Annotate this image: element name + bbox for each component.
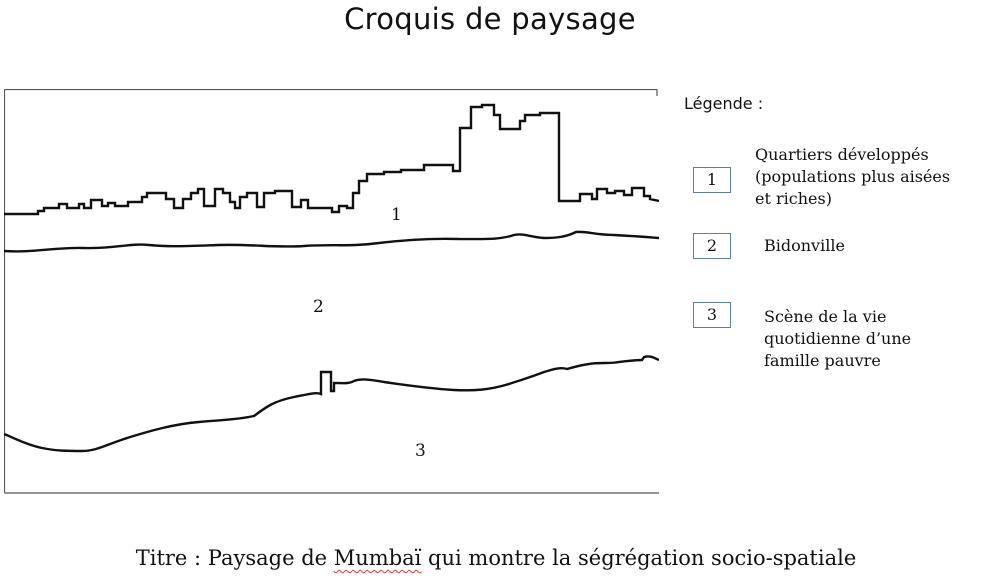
landscape-sketch: 1 2 3 bbox=[4, 89, 659, 494]
legend-item-2-label: Bidonville bbox=[764, 236, 845, 255]
zone-3-number: 3 bbox=[415, 441, 426, 461]
zone-2-number: 2 bbox=[313, 297, 324, 317]
legend-item-3-label: Scène de la vie quotidienne d’une famill… bbox=[764, 307, 912, 370]
legend-item-1-number: 1 bbox=[693, 167, 731, 193]
caption-flagged-word: Mumbaï bbox=[333, 546, 422, 570]
figure-caption: Titre : Paysage de Mumbaï qui montre la … bbox=[0, 546, 992, 570]
legend-item-2-number: 2 bbox=[693, 233, 731, 259]
legend-item-1-label: Quartiers développés (populations plus a… bbox=[755, 145, 951, 208]
caption-text-after: qui montre la ségrégation socio-spatiale bbox=[421, 546, 857, 570]
zone-1-number: 1 bbox=[391, 205, 402, 225]
page-title: Croquis de paysage bbox=[344, 2, 636, 36]
skyline-outline bbox=[4, 103, 659, 216]
district-slum-boundary bbox=[4, 230, 659, 253]
sketch-drawing: 1 2 3 bbox=[4, 89, 659, 494]
legend-heading: Légende : bbox=[684, 94, 764, 113]
legend-item-3-number: 3 bbox=[693, 302, 731, 328]
sketch-frame-border bbox=[4, 89, 659, 494]
caption-text-before: Titre : Paysage de bbox=[135, 546, 334, 570]
slum-scene-boundary bbox=[4, 355, 659, 453]
